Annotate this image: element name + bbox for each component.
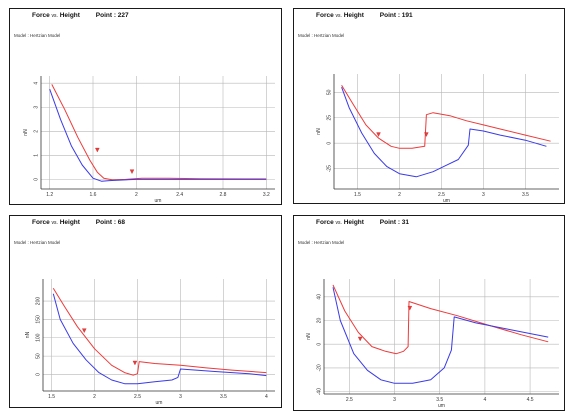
x-tick-label: 4 <box>265 394 268 400</box>
x-tick-label: 1.5 <box>354 192 361 198</box>
y-tick-label: 3 <box>33 106 39 109</box>
model-label: Model : Hertzian Model <box>14 240 61 245</box>
chart-panel-2: Force vs. Height Point : 191 Model : Her… <box>293 8 565 204</box>
title-force: Force <box>32 219 50 226</box>
title-height: Height <box>343 219 364 226</box>
x-tick-label: 3.2 <box>263 192 270 198</box>
point-label: Point : 31 <box>379 219 410 226</box>
retract-curve <box>49 89 267 182</box>
x-axis-label: um <box>155 198 162 204</box>
approach-curve <box>52 287 267 376</box>
y-axis-label: nN <box>316 128 322 135</box>
x-tick-label: 2.4 <box>176 192 183 198</box>
contact-marker <box>407 305 413 311</box>
force-height-plot: 1.2 1.6 2 2.4 2.8 3.2 0 1 2 3 4 um nN <box>23 76 275 204</box>
contact-marker <box>424 132 429 137</box>
title-height: Height <box>59 12 80 19</box>
y-axis-label: nN <box>306 333 312 340</box>
x-tick-label: 3 <box>179 394 182 400</box>
y-tick-label: -20 <box>316 364 322 371</box>
x-tick-label: 1.2 <box>46 192 53 198</box>
point-label: Point : 227 <box>95 12 129 19</box>
force-height-plot: 1.5 2 2.5 3 3.5 -25 0 25 50 um nN <box>316 74 559 204</box>
title-vs: vs. <box>51 220 58 226</box>
model-label: Model : Hertzian Model <box>298 240 345 245</box>
chart-title: Force vs. Height Point : 191 <box>316 12 413 19</box>
chart-panel-4: Force vs. Height Point : 31 Model : Hert… <box>293 215 565 411</box>
y-tick-label: 4 <box>33 82 39 85</box>
title-height: Height <box>59 219 80 226</box>
x-tick-label: 2.5 <box>438 192 445 198</box>
y-tick-label: 0 <box>33 178 39 181</box>
x-tick-label: 3.5 <box>220 394 227 400</box>
x-tick-label: 2.8 <box>220 192 227 198</box>
y-tick-label: 1 <box>33 154 39 157</box>
y-axis-label: nN <box>25 331 31 338</box>
y-tick-label: -25 <box>326 165 332 172</box>
title-height: Height <box>343 12 364 19</box>
contact-marker <box>129 169 135 175</box>
contact-marker <box>82 328 87 333</box>
x-tick-label: 2 <box>93 394 96 400</box>
x-tick-label: 3.5 <box>522 192 529 198</box>
point-label: Point : 68 <box>95 219 126 226</box>
x-tick-label: 2.5 <box>346 397 353 403</box>
x-tick-label: 1.6 <box>90 192 97 198</box>
chart-panel-1: Force vs. Height Point : 227 Model : Her… <box>9 8 282 205</box>
retract-curve <box>341 87 547 178</box>
contact-marker <box>376 132 381 137</box>
chart-panel-3: Force vs. Height Point : 68 Model : Hert… <box>9 215 282 408</box>
y-tick-label: 40 <box>316 294 322 300</box>
chart-title: Force vs. Height Point : 31 <box>316 219 409 226</box>
title-vs: vs. <box>335 13 342 19</box>
y-tick-label: 50 <box>35 353 41 359</box>
retract-curve <box>332 287 549 384</box>
x-axis-label: um <box>156 400 163 406</box>
approach-curve <box>341 84 551 149</box>
chart-title: Force vs. Height Point : 227 <box>32 12 129 19</box>
y-tick-label: 150 <box>35 315 41 324</box>
x-tick-label: 4.5 <box>527 397 534 403</box>
title-force: Force <box>316 219 334 226</box>
x-tick-label: 4 <box>483 397 486 403</box>
contact-marker <box>132 360 138 366</box>
y-tick-label: 100 <box>35 333 41 342</box>
y-tick-label: 0 <box>35 373 41 376</box>
x-tick-label: 3.5 <box>436 397 443 403</box>
approach-curve <box>332 284 549 355</box>
force-height-plot: 1.5 2 2.5 3 3.5 4 0 50 100 150 200 um nN <box>25 279 275 406</box>
x-tick-label: 2 <box>135 192 138 198</box>
x-tick-label: 3 <box>393 397 396 403</box>
x-tick-label: 2 <box>398 192 401 198</box>
x-tick-label: 2.5 <box>134 394 141 400</box>
y-tick-label: 50 <box>326 89 332 95</box>
title-force: Force <box>32 12 50 19</box>
force-height-plot: 2.5 3 3.5 4 4.5 -40 -20 0 20 40 um nN <box>306 279 559 409</box>
y-tick-label: 0 <box>326 142 332 145</box>
contact-marker <box>357 336 363 342</box>
model-label: Model : Hertzian Model <box>14 33 61 38</box>
title-vs: vs. <box>335 220 342 226</box>
y-tick-label: 2 <box>33 130 39 133</box>
approach-curve <box>51 84 267 181</box>
retract-curve <box>52 293 267 385</box>
x-tick-label: 3 <box>482 192 485 198</box>
chart-title: Force vs. Height Point : 68 <box>32 219 125 226</box>
x-axis-label: um <box>443 198 450 204</box>
title-force: Force <box>316 12 334 19</box>
y-tick-label: -40 <box>316 388 322 395</box>
point-label: Point : 191 <box>379 12 413 19</box>
model-label: Model : Hertzian Model <box>298 33 345 38</box>
y-tick-label: 20 <box>316 317 322 323</box>
contact-marker <box>95 147 100 153</box>
x-axis-label: um <box>438 403 445 409</box>
title-vs: vs. <box>51 13 58 19</box>
y-tick-label: 25 <box>326 115 332 121</box>
y-tick-label: 200 <box>35 297 41 306</box>
y-tick-label: 0 <box>316 343 322 346</box>
y-axis-label: nN <box>23 129 29 136</box>
x-tick-label: 1.5 <box>48 394 55 400</box>
